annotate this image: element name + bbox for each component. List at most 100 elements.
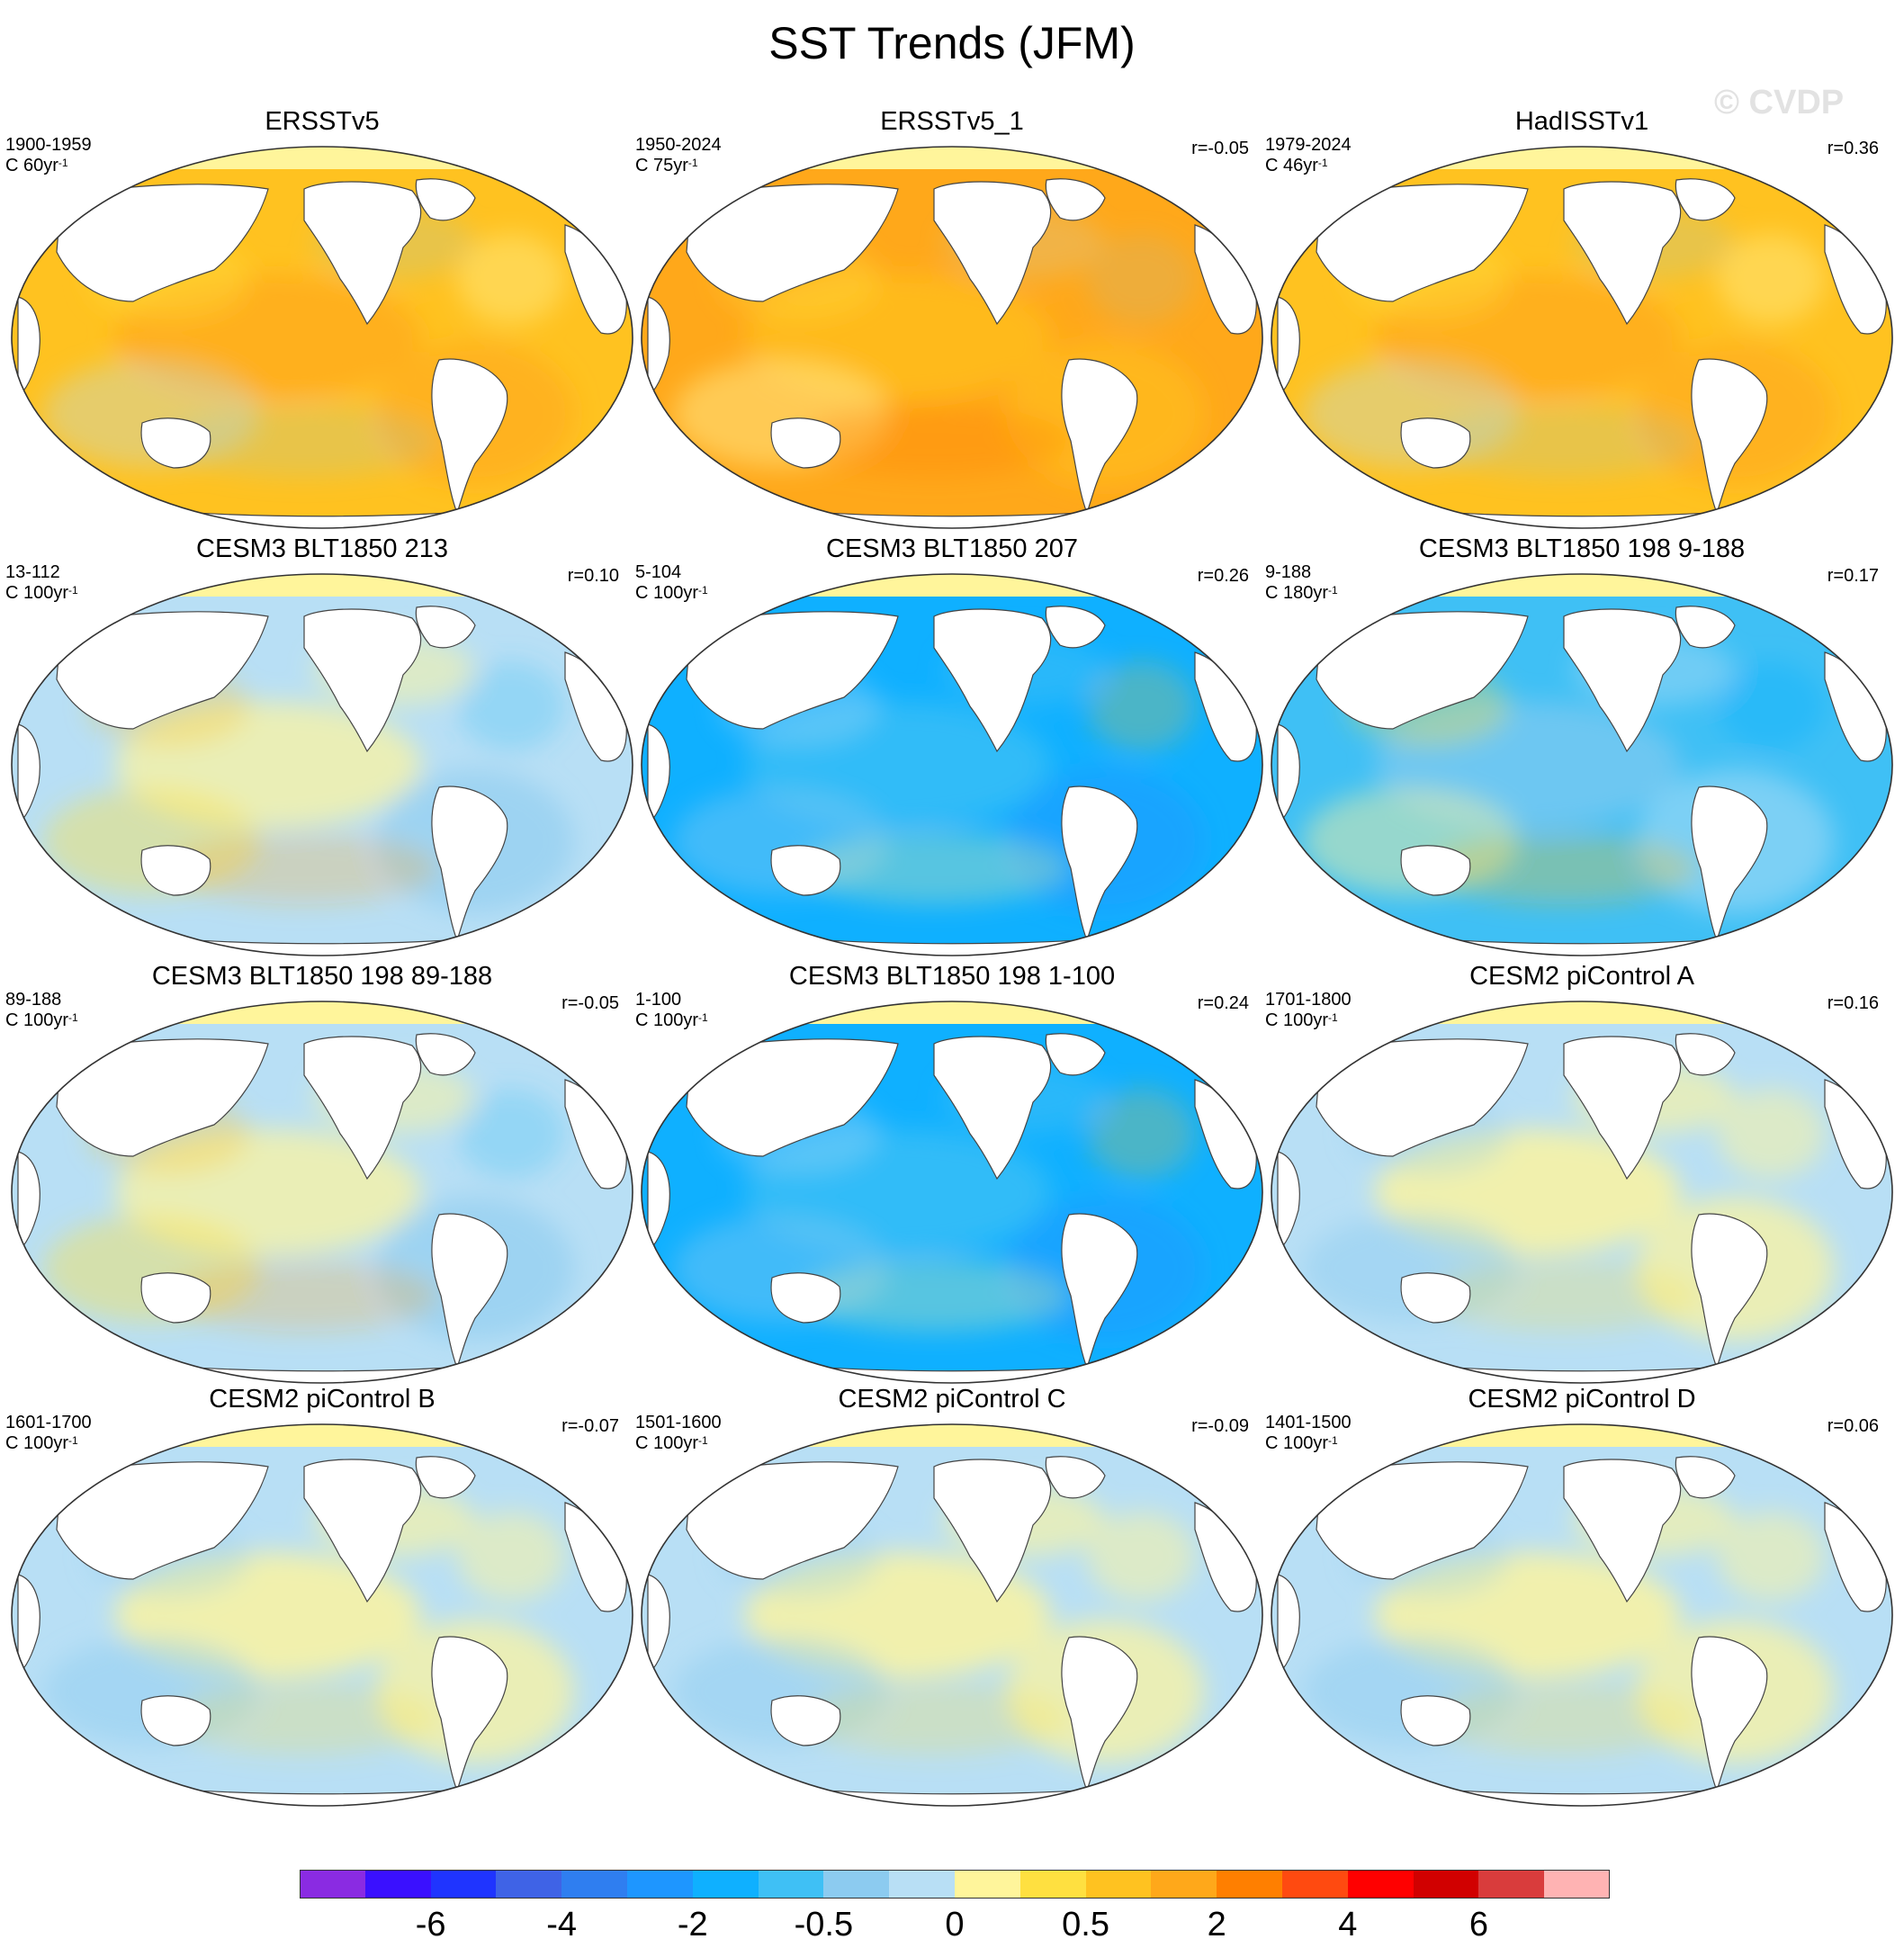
panel-period: 1701-1800	[1265, 990, 1352, 1010]
colorbar-swatch	[364, 1870, 432, 1899]
map-outline	[641, 573, 1263, 956]
trend-contour-region	[1087, 1089, 1195, 1179]
colorbar-swatch	[300, 1870, 366, 1899]
trend-scale-exponent: -1	[687, 157, 698, 169]
map-outline	[11, 1423, 633, 1807]
panel-trend-scale: C 100yr-1	[1265, 1433, 1338, 1453]
map-outline	[1271, 573, 1893, 956]
land-mass	[431, 1636, 508, 1792]
land-mass	[1045, 178, 1106, 221]
land-mass	[1563, 608, 1682, 753]
land-mass	[415, 606, 476, 649]
colorbar-tick-label: -4	[546, 1906, 578, 1944]
land-mass	[303, 1459, 422, 1603]
sst-trend-map	[1271, 573, 1893, 956]
colorbar-swatch	[1413, 1870, 1479, 1899]
land-mass	[933, 608, 1052, 753]
trend-contour-region	[457, 1089, 565, 1179]
land-mass	[1400, 1695, 1471, 1746]
map-panel: CESM3 BLT1850 198 9-188 9-188 C 180yr-1 r=0…	[1265, 534, 1897, 958]
map-outline	[641, 1423, 1263, 1807]
map-panel: CESM2 piControl B 1601-1700 C 100yr-1 r=-0.…	[5, 1385, 637, 1809]
panel-period: 1601-1700	[5, 1413, 92, 1432]
trend-scale-text: C 100yr	[5, 1010, 69, 1030]
land-mass	[1316, 611, 1529, 730]
colorbar-swatch	[823, 1870, 890, 1899]
land-mass	[431, 1213, 508, 1369]
sst-trend-map	[641, 146, 1263, 529]
colorbar-tick-label: 4	[1338, 1906, 1358, 1944]
panel-trend-scale: C 100yr-1	[635, 1433, 708, 1453]
colorbar-swatch	[692, 1870, 759, 1899]
trend-contour-region	[1429, 405, 1699, 477]
arctic-region	[12, 147, 633, 169]
trend-contour-region	[1717, 1512, 1825, 1602]
panel-pattern-correlation: r=0.16	[1827, 993, 1879, 1013]
panel-trend-scale: C 100yr-1	[1265, 1010, 1338, 1030]
land-mass	[1675, 178, 1736, 221]
trend-scale-exponent: -1	[698, 584, 708, 597]
land-mass	[1061, 358, 1138, 515]
land-mass	[1400, 1272, 1471, 1324]
panel-pattern-correlation: r=-0.05	[1191, 139, 1249, 158]
trend-contour-region	[457, 1512, 565, 1602]
land-mass	[1045, 1033, 1106, 1076]
panel-title: CESM3 BLT1850 207	[826, 534, 1078, 563]
sst-trend-map	[1271, 1001, 1893, 1384]
land-mass	[56, 611, 269, 730]
arctic-region	[642, 1424, 1262, 1447]
land-mass	[770, 1695, 841, 1746]
panel-trend-scale: C 100yr-1	[5, 1433, 78, 1453]
panel-title: CESM2 piControl D	[1468, 1385, 1696, 1414]
panel-title: HadISSTv1	[1514, 107, 1649, 136]
panel-period: 89-188	[5, 990, 62, 1010]
sst-trend-map	[11, 1423, 633, 1807]
panel-title: CESM2 piControl A	[1469, 962, 1694, 991]
colorbar-tick-label: 0.5	[1062, 1906, 1109, 1944]
panel-period: 1950-2024	[635, 135, 722, 155]
colorbar-tick-label: 2	[1207, 1906, 1226, 1944]
panel-title: CESM3 BLT1850 198 1-100	[788, 962, 1116, 991]
watermark: © CVDP	[1714, 84, 1845, 121]
panel-pattern-correlation: r=0.10	[567, 566, 619, 586]
trend-contour-region	[799, 1683, 1069, 1755]
trend-contour-region	[1087, 661, 1195, 751]
trend-scale-text: C 46yr	[1265, 156, 1318, 175]
colorbar-swatch	[1347, 1870, 1415, 1899]
colorbar-swatch	[1085, 1870, 1152, 1899]
land-mass	[415, 1456, 476, 1499]
panel-trend-scale: C 46yr-1	[1265, 156, 1328, 175]
trend-contour-region	[457, 661, 565, 751]
map-panel: CESM3 BLT1850 213 13-112 C 100yr-1 r=0.10	[5, 534, 637, 958]
trend-scale-exponent: -1	[58, 157, 68, 169]
land-mass	[415, 1033, 476, 1076]
map-panel: CESM3 BLT1850 198 89-188 89-188 C 100yr-1 r…	[5, 962, 637, 1386]
sst-trend-map	[641, 1423, 1263, 1807]
panel-pattern-correlation: r=-0.05	[561, 993, 619, 1013]
land-mass	[140, 1272, 211, 1324]
panel-title: CESM2 piControl C	[838, 1385, 1066, 1414]
map-panel: ERSSTv5_1 1950-2024 C 75yr-1 r=-0.05	[635, 107, 1267, 531]
colorbar-swatch	[955, 1870, 1021, 1899]
colorbar	[300, 1870, 1611, 1899]
map-panel: CESM3 BLT1850 198 1-100 1-100 C 100yr-1 r=0…	[635, 962, 1267, 1386]
trend-scale-text: C 100yr	[5, 583, 69, 603]
sst-trend-map	[641, 573, 1263, 956]
colorbar-tick-label: -6	[415, 1906, 446, 1944]
panel-pattern-correlation: r=0.06	[1827, 1416, 1879, 1436]
land-mass	[56, 184, 269, 302]
panel-period: 1401-1500	[1265, 1413, 1352, 1432]
land-mass	[56, 1461, 269, 1580]
land-mass	[770, 845, 841, 896]
land-mass	[1061, 1213, 1138, 1369]
panel-title: CESM3 BLT1850 198 89-188	[151, 962, 493, 991]
trend-contour-region	[457, 234, 565, 324]
land-mass	[431, 358, 508, 515]
trend-scale-exponent: -1	[1328, 584, 1338, 597]
land-mass	[1691, 1213, 1768, 1369]
map-panel: ERSSTv5 1900-1959 C 60yr-1	[5, 107, 637, 531]
trend-scale-text: C 100yr	[1265, 1010, 1329, 1030]
map-outline	[11, 573, 633, 956]
arctic-region	[642, 147, 1262, 169]
land-mass	[1400, 845, 1471, 896]
